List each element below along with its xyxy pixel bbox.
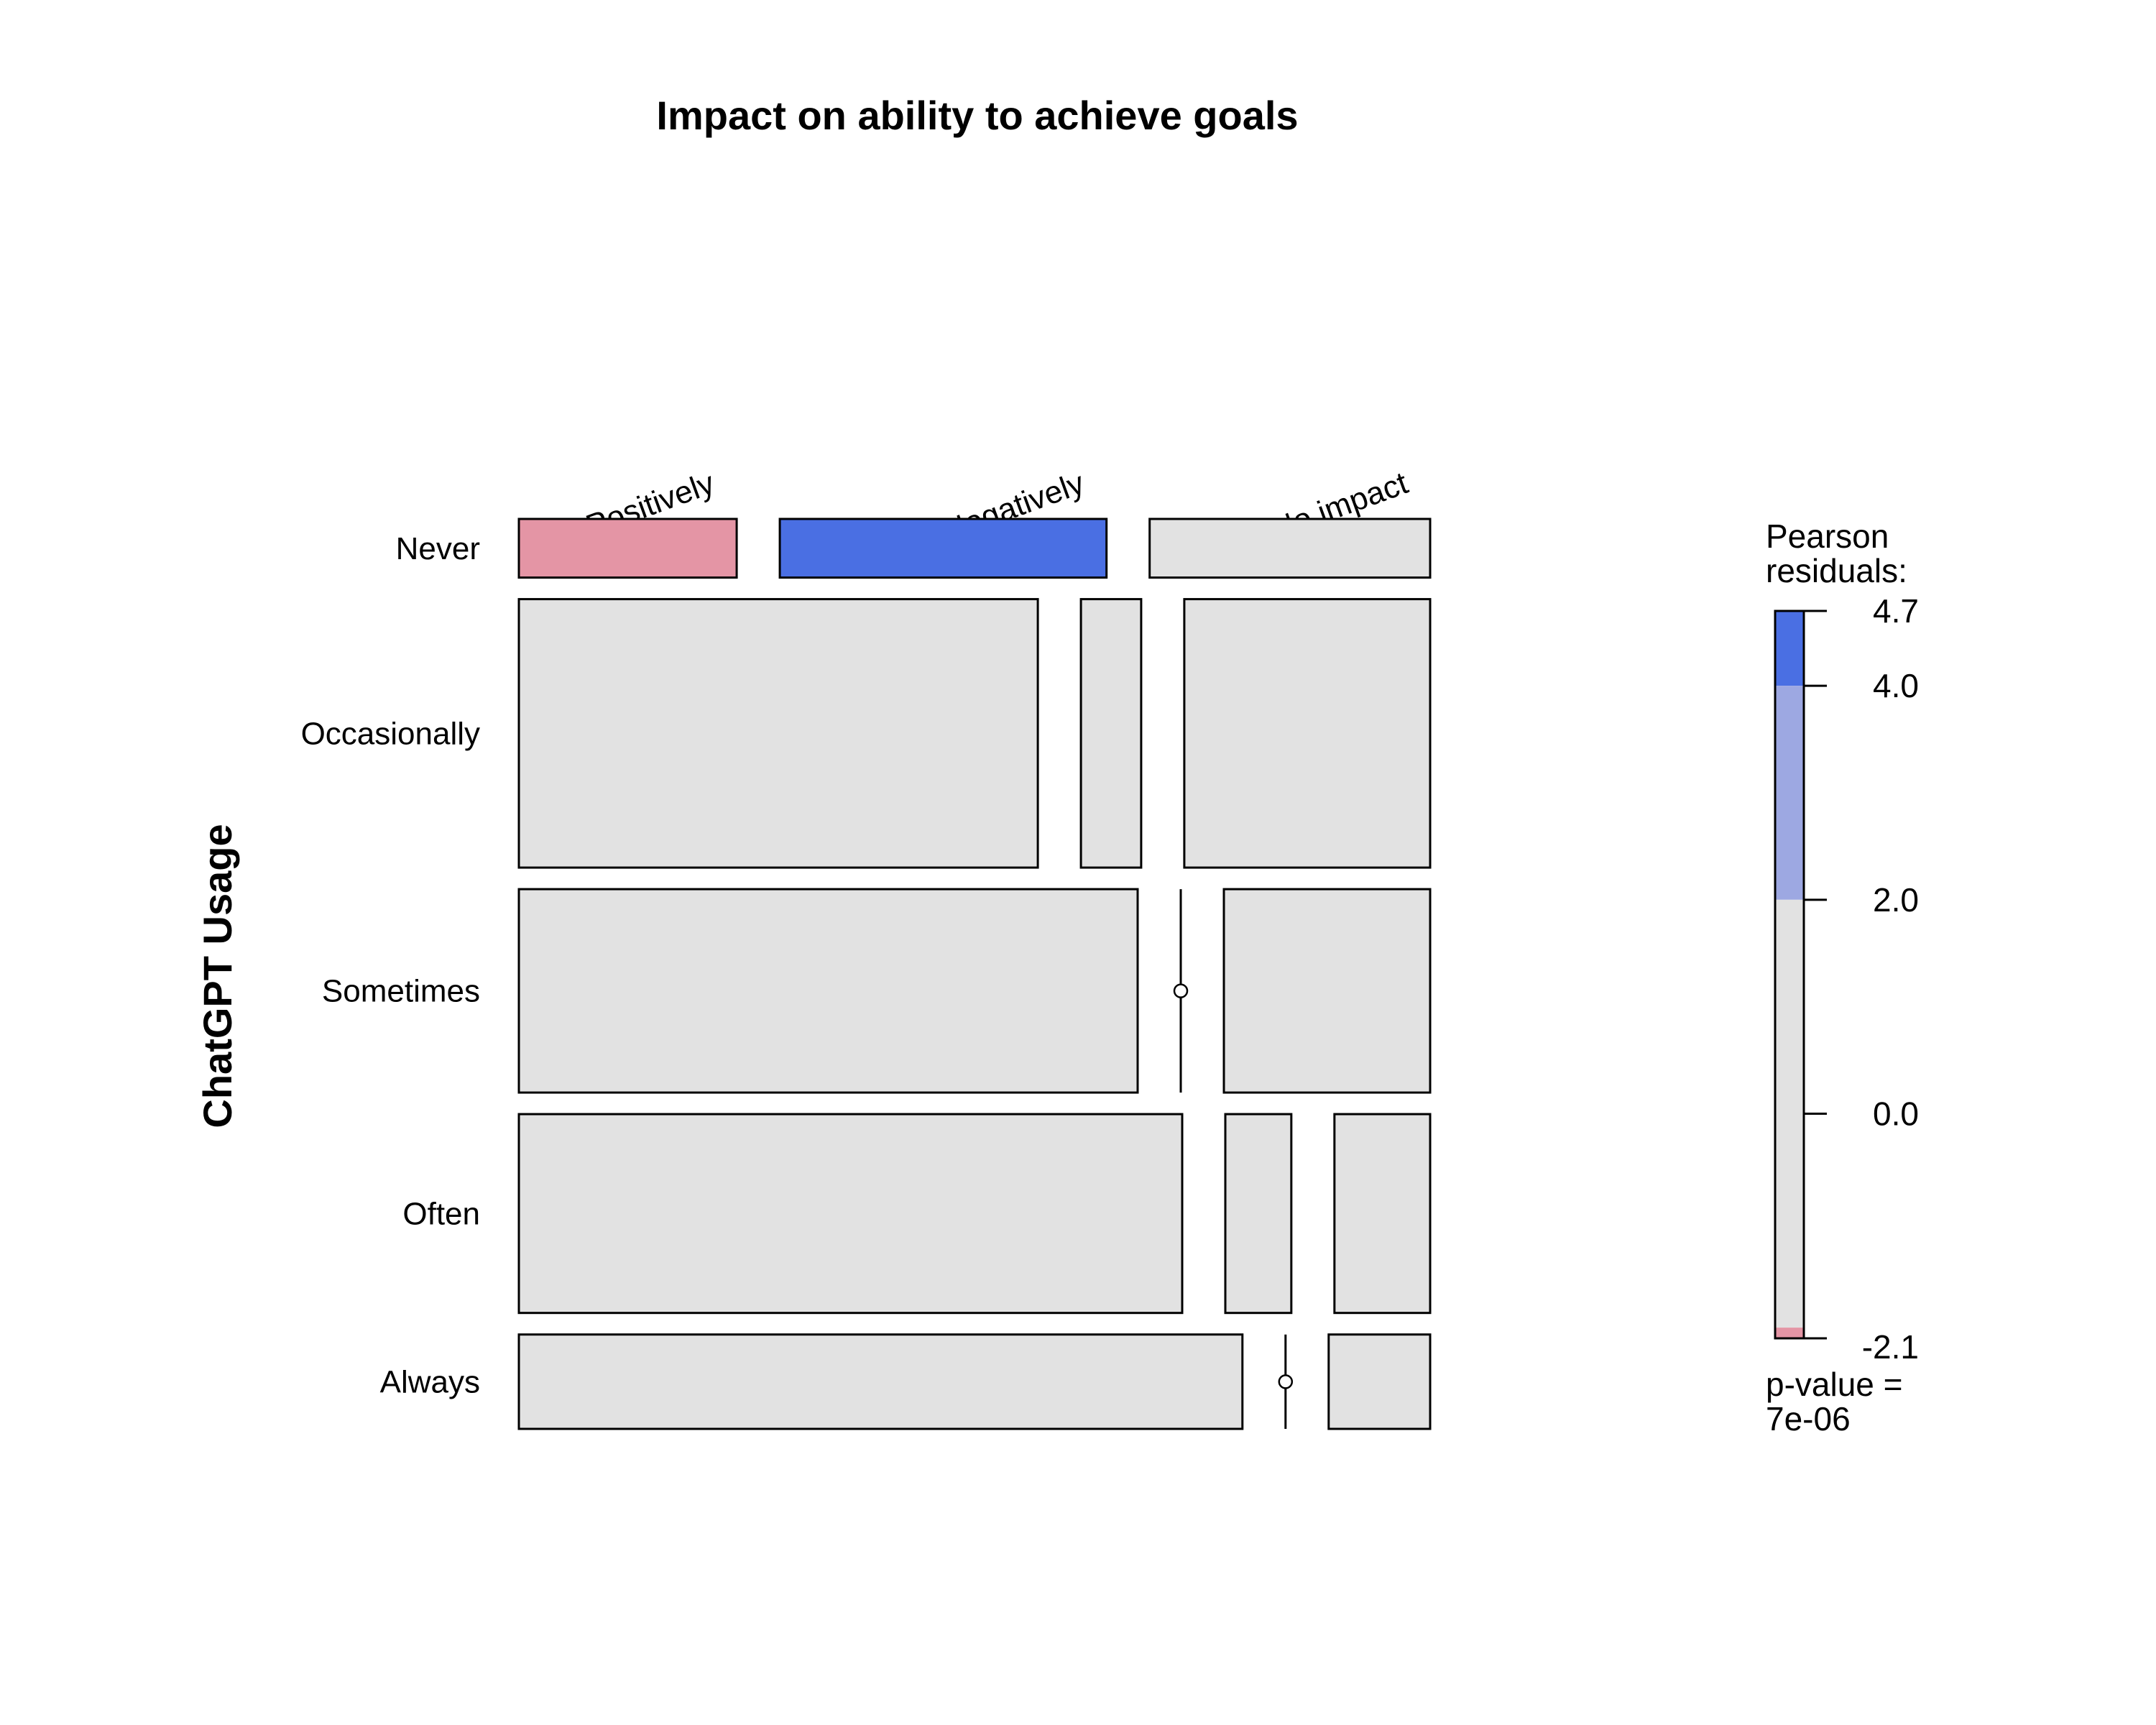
tile-never-positively	[517, 518, 738, 579]
legend-title-line1: Pearson	[1766, 518, 1889, 555]
p-value-label: p-value =	[1766, 1366, 1903, 1403]
row-label-sometimes: Sometimes	[322, 974, 480, 1009]
chart-title: Impact on ability to achieve goals	[656, 93, 1298, 138]
legend-band-1	[1775, 686, 1804, 900]
tile-occasionally-negatively	[1079, 598, 1143, 869]
empty-cell-marker-sometimes-negatively	[1173, 983, 1189, 998]
legend-title-line2: residuals:	[1766, 552, 1907, 589]
tile-often-no-impact	[1333, 1113, 1432, 1315]
residual-legend: Pearson residuals: 4.7 4.0 2.0 0.0 -2.1 p-va…	[1766, 518, 1919, 1438]
tile-never-no-impact	[1148, 518, 1432, 579]
tile-sometimes-no-impact	[1222, 888, 1432, 1094]
tile-occasionally-positively	[517, 598, 1039, 869]
legend-bar-border	[1774, 610, 1805, 1340]
row-label-never: Never	[396, 531, 480, 566]
legend-tick-label: 4.7	[1873, 592, 1919, 630]
row-label-occasionally: Occasionally	[301, 716, 480, 751]
y-axis-label: ChatGPT Usage	[195, 824, 240, 1128]
tile-often-negatively	[1224, 1113, 1293, 1315]
tile-often-positively	[517, 1113, 1184, 1315]
tile-occasionally-no-impact	[1183, 598, 1432, 869]
row-label-always: Always	[380, 1364, 480, 1399]
row-labels: Never Occasionally Sometimes Often Always	[301, 531, 480, 1400]
tile-sometimes-positively	[517, 888, 1139, 1094]
row-label-often: Often	[402, 1196, 480, 1231]
legend-ticks: 4.7 4.0 2.0 0.0 -2.1	[1804, 592, 1919, 1366]
legend-band-3	[1775, 1328, 1804, 1338]
tile-never-negatively	[778, 518, 1108, 579]
legend-band-0	[1775, 611, 1804, 686]
legend-tick-label: 0.0	[1873, 1095, 1919, 1132]
p-value: 7e-06	[1766, 1400, 1851, 1438]
empty-cell-marker-always-negatively	[1278, 1374, 1294, 1389]
legend-tick-label: 2.0	[1873, 881, 1919, 919]
legend-tick-label: 4.0	[1873, 667, 1919, 704]
legend-tick-label: -2.1	[1862, 1328, 1919, 1366]
tile-always-positively	[517, 1333, 1244, 1430]
legend-color-bar	[1774, 610, 1805, 1340]
mosaic-tiles	[517, 518, 1432, 1430]
legend-band-2	[1775, 899, 1804, 1328]
tile-always-no-impact	[1327, 1333, 1432, 1430]
